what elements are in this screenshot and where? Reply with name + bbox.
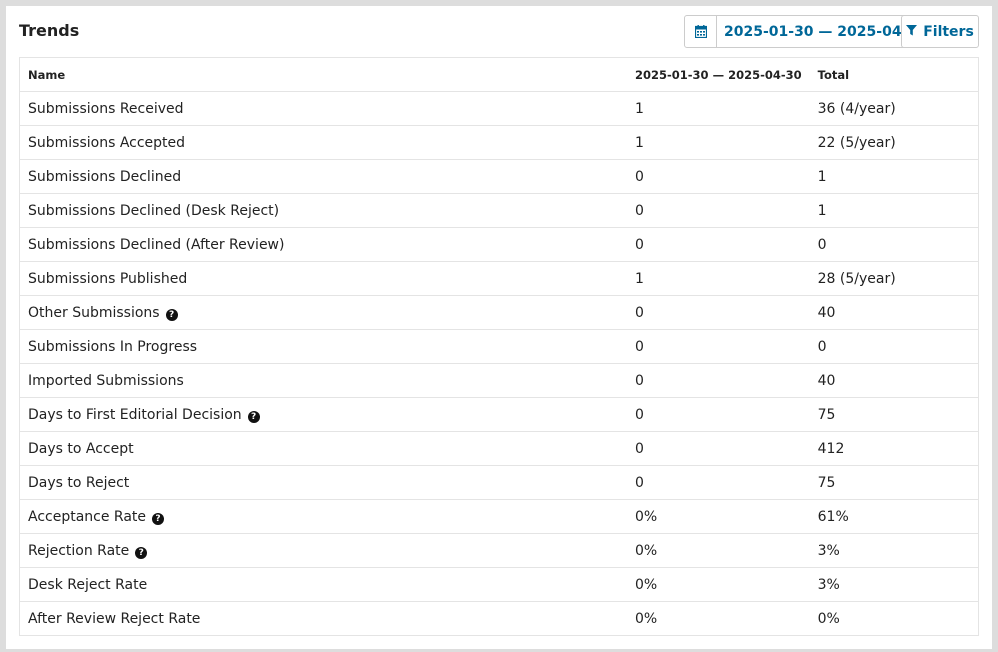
- row-name: Submissions Received: [28, 100, 184, 117]
- row-total-value: 75: [809, 397, 979, 432]
- column-header-name: Name: [19, 57, 627, 92]
- trends-table-body: Submissions Received 1 36 (4/year) Submissi…: [19, 91, 979, 636]
- row-name: Submissions In Progress: [28, 338, 198, 355]
- row-range-value: 0: [627, 329, 810, 364]
- calendar-icon: [685, 16, 717, 47]
- column-header-date-range: 2025-01-30 — 2025-04-30: [627, 57, 810, 92]
- table-row: Days to Reject 0 75: [19, 465, 979, 500]
- row-name-cell: Submissions Accepted: [19, 125, 627, 160]
- row-name: Desk Reject Rate: [28, 576, 148, 593]
- table-row: Submissions Accepted 1 22 (5/year): [19, 125, 979, 160]
- row-name: Days to First Editorial Decision: [28, 406, 242, 423]
- row-name-cell: After Review Reject Rate: [20, 602, 628, 636]
- row-range-value: 0%: [627, 499, 810, 534]
- row-range-value: 0: [627, 397, 810, 432]
- row-total-value: 1: [809, 193, 979, 228]
- row-range-value: 1: [627, 125, 810, 160]
- row-name-cell: Days to First Editorial Decision?: [19, 397, 627, 432]
- row-name-cell: Desk Reject Rate: [19, 567, 627, 602]
- table-row: Submissions Declined (After Review) 0 0: [19, 227, 979, 262]
- column-header-total: Total: [809, 57, 979, 92]
- row-total-value: 75: [809, 465, 979, 500]
- row-total-value: 0: [809, 227, 979, 262]
- row-range-value: 0: [627, 159, 810, 194]
- row-name-cell: Rejection Rate?: [19, 533, 627, 568]
- row-name-cell: Days to Reject: [19, 465, 627, 500]
- row-total-value: 3%: [809, 567, 979, 602]
- date-range-label: 2025-01-30 — 2025-04-30: [724, 23, 927, 40]
- table-row: Submissions Declined 0 1: [19, 159, 979, 194]
- row-total-value: 40: [809, 363, 979, 398]
- row-range-value: 0: [627, 465, 810, 500]
- row-name: Days to Reject: [28, 474, 130, 491]
- filter-icon: [906, 24, 918, 40]
- table-row: Days to Accept 0 412: [19, 431, 979, 466]
- row-name: Submissions Declined (After Review): [28, 236, 285, 253]
- row-range-value: 0: [627, 227, 810, 262]
- row-total-value: 1: [809, 159, 979, 194]
- table-row: Acceptance Rate? 0% 61%: [19, 499, 979, 534]
- table-row: Submissions Published 1 28 (5/year): [19, 261, 979, 296]
- row-name: Submissions Declined: [28, 168, 182, 185]
- row-name: Acceptance Rate: [28, 508, 147, 525]
- row-range-value: 0%: [627, 533, 810, 568]
- date-range-button[interactable]: 2025-01-30 — 2025-04-30: [684, 15, 936, 48]
- row-name: Rejection Rate: [28, 542, 130, 559]
- row-name-cell: Submissions Received: [19, 91, 627, 126]
- help-icon[interactable]: ?: [165, 308, 178, 321]
- table-row: Other Submissions? 0 40: [19, 295, 979, 330]
- help-icon[interactable]: ?: [152, 512, 165, 525]
- row-name: After Review Reject Rate: [28, 610, 201, 627]
- table-row: Rejection Rate? 0% 3%: [19, 533, 979, 568]
- trends-panel: Trends 2025-01-30 — 2025-04-30: [6, 6, 992, 649]
- row-name-cell: Acceptance Rate?: [19, 499, 627, 534]
- row-name: Submissions Declined (Desk Reject): [28, 202, 280, 219]
- row-name: Submissions Published: [28, 270, 188, 287]
- row-range-value: 0%: [627, 567, 810, 602]
- row-name-cell: Submissions Declined (After Review): [19, 227, 627, 262]
- row-total-value: 36 (4/year): [809, 91, 979, 126]
- row-total-value: 22 (5/year): [809, 125, 979, 160]
- row-name-cell: Other Submissions?: [19, 295, 627, 330]
- row-total-value: 3%: [809, 533, 979, 568]
- table-row: Desk Reject Rate 0% 3%: [19, 567, 979, 602]
- filters-button[interactable]: Filters: [901, 15, 979, 48]
- row-range-value: 0: [627, 363, 810, 398]
- row-total-value: 0%: [817, 610, 840, 627]
- help-icon[interactable]: ?: [247, 410, 260, 423]
- row-range-value: 0%: [635, 610, 658, 627]
- row-range-value: 0: [627, 431, 810, 466]
- row-total-value: 40: [809, 295, 979, 330]
- row-name: Other Submissions: [28, 304, 160, 321]
- filters-label: Filters: [923, 23, 974, 40]
- row-name-cell: Imported Submissions: [19, 363, 627, 398]
- row-name-cell: Submissions Declined: [19, 159, 627, 194]
- row-name-cell: Submissions Declined (Desk Reject): [19, 193, 627, 228]
- row-name-cell: Submissions Published: [19, 261, 627, 296]
- panel-header: Trends 2025-01-30 — 2025-04-30: [6, 6, 992, 56]
- row-name: Imported Submissions: [28, 372, 184, 389]
- table-row: Submissions Declined (Desk Reject) 0 1: [19, 193, 979, 228]
- row-range-value: 0: [627, 193, 810, 228]
- row-name: Submissions Accepted: [28, 134, 186, 151]
- row-name-cell: Days to Accept: [19, 431, 627, 466]
- table-row: After Review Reject Rate 0% 0%: [20, 602, 979, 636]
- row-range-value: 1: [627, 91, 810, 126]
- row-total-value: 412: [809, 431, 979, 466]
- table-row: Submissions Received 1 36 (4/year): [19, 91, 979, 126]
- row-total-value: 28 (5/year): [809, 261, 979, 296]
- row-range-value: 1: [627, 261, 810, 296]
- row-range-value: 0: [627, 295, 810, 330]
- row-name-cell: Submissions In Progress: [19, 329, 627, 364]
- table-row: Imported Submissions 0 40: [19, 363, 979, 398]
- row-total-value: 61%: [809, 499, 979, 534]
- trends-table: Name 2025-01-30 — 2025-04-30 Total Submi…: [19, 57, 979, 636]
- row-name: Days to Accept: [28, 440, 134, 457]
- table-header-row: Name 2025-01-30 — 2025-04-30 Total: [19, 57, 979, 92]
- table-row: Submissions In Progress 0 0: [19, 329, 979, 364]
- row-total-value: 0: [809, 329, 979, 364]
- page-title: Trends: [19, 21, 80, 40]
- help-icon[interactable]: ?: [135, 546, 148, 559]
- table-row: Days to First Editorial Decision? 0 75: [19, 397, 979, 432]
